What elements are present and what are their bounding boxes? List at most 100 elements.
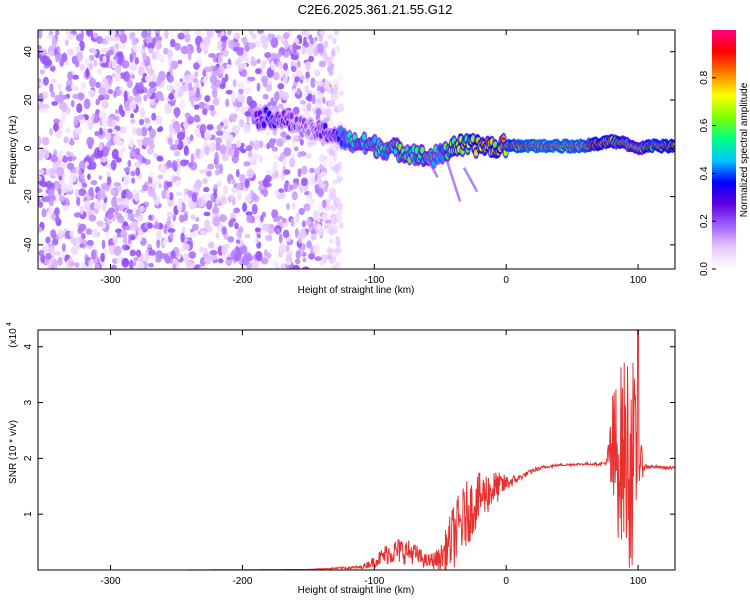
noise-blob — [39, 107, 48, 114]
noise-blob — [58, 150, 64, 161]
noise-blob — [170, 38, 176, 48]
noise-blob — [306, 102, 312, 112]
y-tick-label: 1 — [23, 511, 34, 517]
noise-blob — [308, 55, 314, 63]
noise-blob — [120, 43, 126, 50]
noise-blob — [237, 81, 246, 90]
noise-blob — [203, 247, 209, 255]
y-tick-label: 20 — [23, 94, 34, 106]
noise-blob — [170, 250, 176, 259]
noise-blob — [128, 259, 134, 269]
noise-blob — [61, 102, 68, 113]
noise-blob — [215, 197, 220, 205]
noise-blob — [144, 75, 150, 82]
noise-blob — [73, 115, 79, 123]
noise-blob — [51, 36, 57, 48]
noise-blob — [248, 30, 254, 36]
noise-blob — [79, 40, 85, 52]
noise-blob — [190, 214, 195, 220]
noise-blob — [189, 231, 197, 238]
noise-blob — [225, 64, 232, 69]
noise-blob — [132, 207, 137, 215]
noise-blob — [88, 78, 97, 88]
noise-blob — [138, 232, 143, 242]
noise-blob — [276, 215, 284, 220]
noise-blob — [122, 197, 130, 207]
noise-blob — [183, 253, 189, 264]
noise-blob — [134, 192, 140, 203]
noise-blob — [91, 229, 99, 238]
noise-blob — [295, 250, 301, 260]
noise-blob — [254, 227, 261, 233]
noise-blob — [60, 183, 69, 194]
noise-blob — [278, 61, 284, 70]
noise-blob — [107, 49, 114, 56]
noise-blob — [154, 30, 161, 34]
colorbar-gradient — [712, 30, 736, 269]
noise-blob — [215, 137, 223, 144]
noise-blob — [115, 109, 119, 115]
noise-blob — [245, 87, 253, 94]
noise-blob — [188, 81, 193, 92]
noise-blob — [292, 135, 300, 143]
colorbar-tick-label: 0.0 — [699, 262, 710, 276]
noise-blob — [308, 252, 315, 260]
noise-blob — [55, 53, 60, 63]
noise-blob — [81, 182, 88, 188]
noise-blob — [337, 70, 344, 79]
noise-blob — [135, 147, 141, 155]
noise-blob — [86, 209, 92, 217]
noise-blob — [62, 205, 70, 212]
x-tick-label: 0 — [503, 576, 509, 587]
noise-blob — [154, 115, 163, 124]
noise-blob — [67, 71, 73, 81]
noise-blob — [108, 30, 112, 36]
noise-blob — [85, 67, 90, 78]
x-tick-label: -300 — [101, 275, 121, 286]
noise-blob — [308, 140, 317, 146]
noise-blob — [252, 152, 260, 161]
noise-blob — [174, 150, 181, 157]
snr-frame — [37, 329, 676, 571]
noise-blob — [113, 43, 120, 49]
noise-blob — [267, 223, 275, 235]
noise-blob — [149, 128, 157, 139]
noise-blob — [120, 109, 126, 118]
noise-blob — [144, 250, 149, 261]
noise-blob — [151, 112, 157, 121]
snr-line — [38, 330, 675, 570]
y-tick-label: 2 — [23, 455, 34, 461]
noise-blob — [285, 69, 289, 78]
snr-x-axis-label: Height of straight line (km) — [298, 585, 415, 596]
noise-blob — [216, 124, 223, 131]
noise-blob — [180, 98, 186, 110]
noise-blob — [53, 251, 61, 256]
noise-blob — [49, 83, 54, 93]
noise-blob — [124, 245, 131, 251]
noise-blob — [272, 129, 278, 136]
noise-blob — [234, 222, 239, 230]
noise-blob — [38, 92, 44, 103]
noise-blob — [273, 161, 279, 168]
noise-blob — [157, 174, 164, 180]
noise-blob — [193, 30, 200, 37]
noise-blob — [310, 77, 316, 88]
noise-blob — [175, 191, 182, 197]
noise-blob — [249, 100, 257, 109]
noise-blob — [67, 48, 75, 56]
noise-blob — [129, 234, 136, 241]
noise-blob — [110, 159, 117, 171]
noise-blob — [246, 214, 253, 223]
noise-blob — [324, 185, 328, 193]
noise-blob — [74, 60, 80, 68]
noise-blob — [309, 167, 315, 174]
noise-blob — [221, 49, 229, 57]
x-tick-label: -200 — [232, 275, 252, 286]
noise-blob — [38, 226, 43, 233]
noise-blob — [202, 177, 208, 185]
noise-blob — [93, 59, 98, 67]
noise-blob — [241, 180, 246, 187]
noise-blob — [83, 98, 91, 110]
ridge-streak — [462, 167, 479, 193]
noise-blob — [257, 30, 263, 33]
